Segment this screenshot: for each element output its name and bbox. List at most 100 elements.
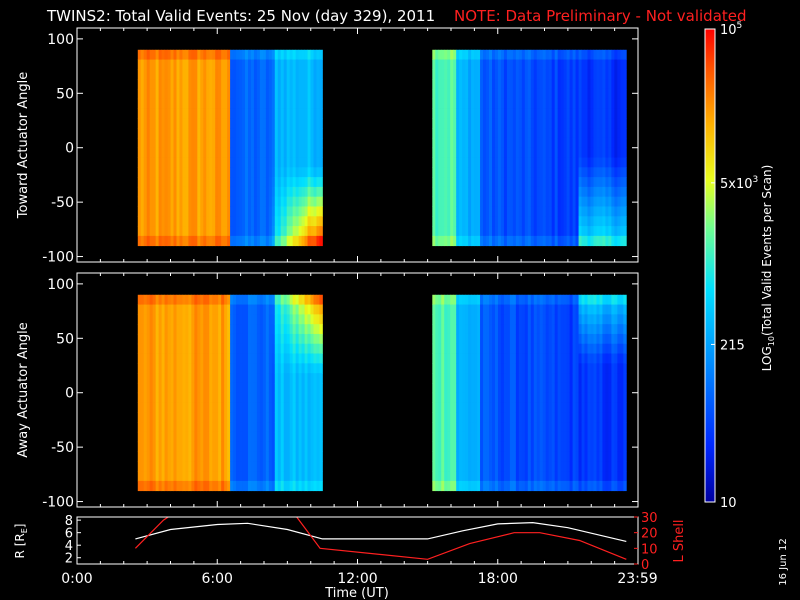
heatmap-cell <box>307 98 311 109</box>
heatmap-cell <box>197 98 201 109</box>
heatmap-cell <box>286 69 291 80</box>
heatmap-cell <box>188 118 192 129</box>
heatmap-cell <box>218 422 222 433</box>
heatmap-cell <box>471 373 475 384</box>
heatmap-cell <box>590 69 594 80</box>
heatmap-cell <box>614 49 618 60</box>
heatmap-cell <box>140 422 145 433</box>
heatmap-cell <box>492 196 496 207</box>
heatmap-cell <box>569 422 573 433</box>
heatmap-cell <box>277 69 282 80</box>
heatmap-cell <box>438 314 442 325</box>
heatmap-cell <box>245 353 249 364</box>
heatmap-cell <box>536 157 541 168</box>
heatmap-cell <box>268 412 273 423</box>
heatmap-cell <box>581 118 585 129</box>
heatmap-cell <box>447 392 451 403</box>
heatmap-cell <box>155 392 160 403</box>
heatmap-cell <box>453 69 457 80</box>
heatmap-cell <box>316 79 320 90</box>
heatmap-cell <box>292 167 297 178</box>
heatmap-cell <box>489 422 493 433</box>
heatmap-cell <box>539 314 544 325</box>
heatmap-cell <box>185 118 189 129</box>
heatmap-cell <box>617 186 621 198</box>
heatmap-cell <box>471 294 475 305</box>
heatmap-cell <box>506 206 511 217</box>
heatmap-cell <box>295 118 300 129</box>
heatmap-cell <box>441 441 445 452</box>
heatmap-cell <box>298 451 302 462</box>
heatmap-cell <box>218 392 222 403</box>
heatmap-cell <box>310 304 314 315</box>
heatmap-cell <box>489 333 493 345</box>
heatmap-cell <box>459 382 463 394</box>
heatmap-cell <box>477 137 481 149</box>
heatmap-cell <box>563 59 568 70</box>
heatmap-cell <box>316 167 320 178</box>
heatmap-cell <box>542 108 547 119</box>
heatmap-cell <box>152 206 157 217</box>
heatmap-cell <box>503 177 508 188</box>
heatmap-cell <box>271 108 276 119</box>
heatmap-cell <box>483 59 487 70</box>
heatmap-cell <box>274 402 279 413</box>
heatmap-cell <box>509 235 514 247</box>
heatmap-cell <box>560 392 565 403</box>
heatmap-cell <box>250 177 255 188</box>
heatmap-cell <box>230 412 234 423</box>
heatmap-cell <box>233 461 237 472</box>
heatmap-cell <box>215 412 219 423</box>
heatmap-cell <box>230 382 234 394</box>
heatmap-cell <box>242 98 246 109</box>
heatmap-cell <box>587 196 591 207</box>
heatmap-cell <box>492 402 496 413</box>
heatmap-cell <box>289 373 294 384</box>
heatmap-cell <box>465 79 469 90</box>
heatmap-cell <box>575 206 579 217</box>
heatmap-cell <box>230 196 234 207</box>
heatmap-cell <box>262 431 267 443</box>
heatmap-cell <box>212 118 216 129</box>
heatmap-cell <box>262 128 267 139</box>
heatmap-cell <box>149 118 154 129</box>
heatmap-cell <box>236 157 240 168</box>
heatmap-cell <box>489 128 493 139</box>
heatmap-cell <box>563 98 568 109</box>
heatmap-cell <box>155 402 160 413</box>
heatmap-cell <box>566 226 570 237</box>
heatmap-cell <box>474 363 478 374</box>
heatmap-cell <box>146 431 151 443</box>
heatmap-cell <box>468 324 472 335</box>
heatmap-cell <box>206 441 210 452</box>
heatmap-cell <box>527 206 532 217</box>
heatmap-cell <box>566 392 570 403</box>
heatmap-cell <box>179 59 183 70</box>
heatmap-cell <box>182 108 186 119</box>
heatmap-cell <box>262 343 267 354</box>
heatmap-cell <box>545 88 550 100</box>
heatmap-cell <box>242 108 246 119</box>
heatmap-cell <box>274 147 279 158</box>
heatmap-cell <box>245 431 249 443</box>
heatmap-cell <box>512 157 517 168</box>
heatmap-cell <box>197 304 201 315</box>
heatmap-cell <box>191 235 195 247</box>
heatmap-cell <box>494 206 499 217</box>
heatmap-cell <box>170 382 174 394</box>
heatmap-cell <box>497 196 502 207</box>
heatmap-cell <box>280 216 285 227</box>
heatmap-cell <box>459 431 463 443</box>
heatmap-cell <box>524 392 529 403</box>
heatmap-cell <box>566 206 570 217</box>
heatmap-cell <box>146 147 151 158</box>
heatmap-cell <box>533 128 538 139</box>
heatmap-cell <box>551 108 556 119</box>
heatmap-cell <box>459 206 463 217</box>
heatmap-cell <box>468 79 472 90</box>
heatmap-cell <box>206 451 210 462</box>
heatmap-cell <box>441 480 445 492</box>
heatmap-cell <box>200 382 204 394</box>
heatmap-cell <box>468 373 472 384</box>
heatmap-cell <box>453 461 457 472</box>
